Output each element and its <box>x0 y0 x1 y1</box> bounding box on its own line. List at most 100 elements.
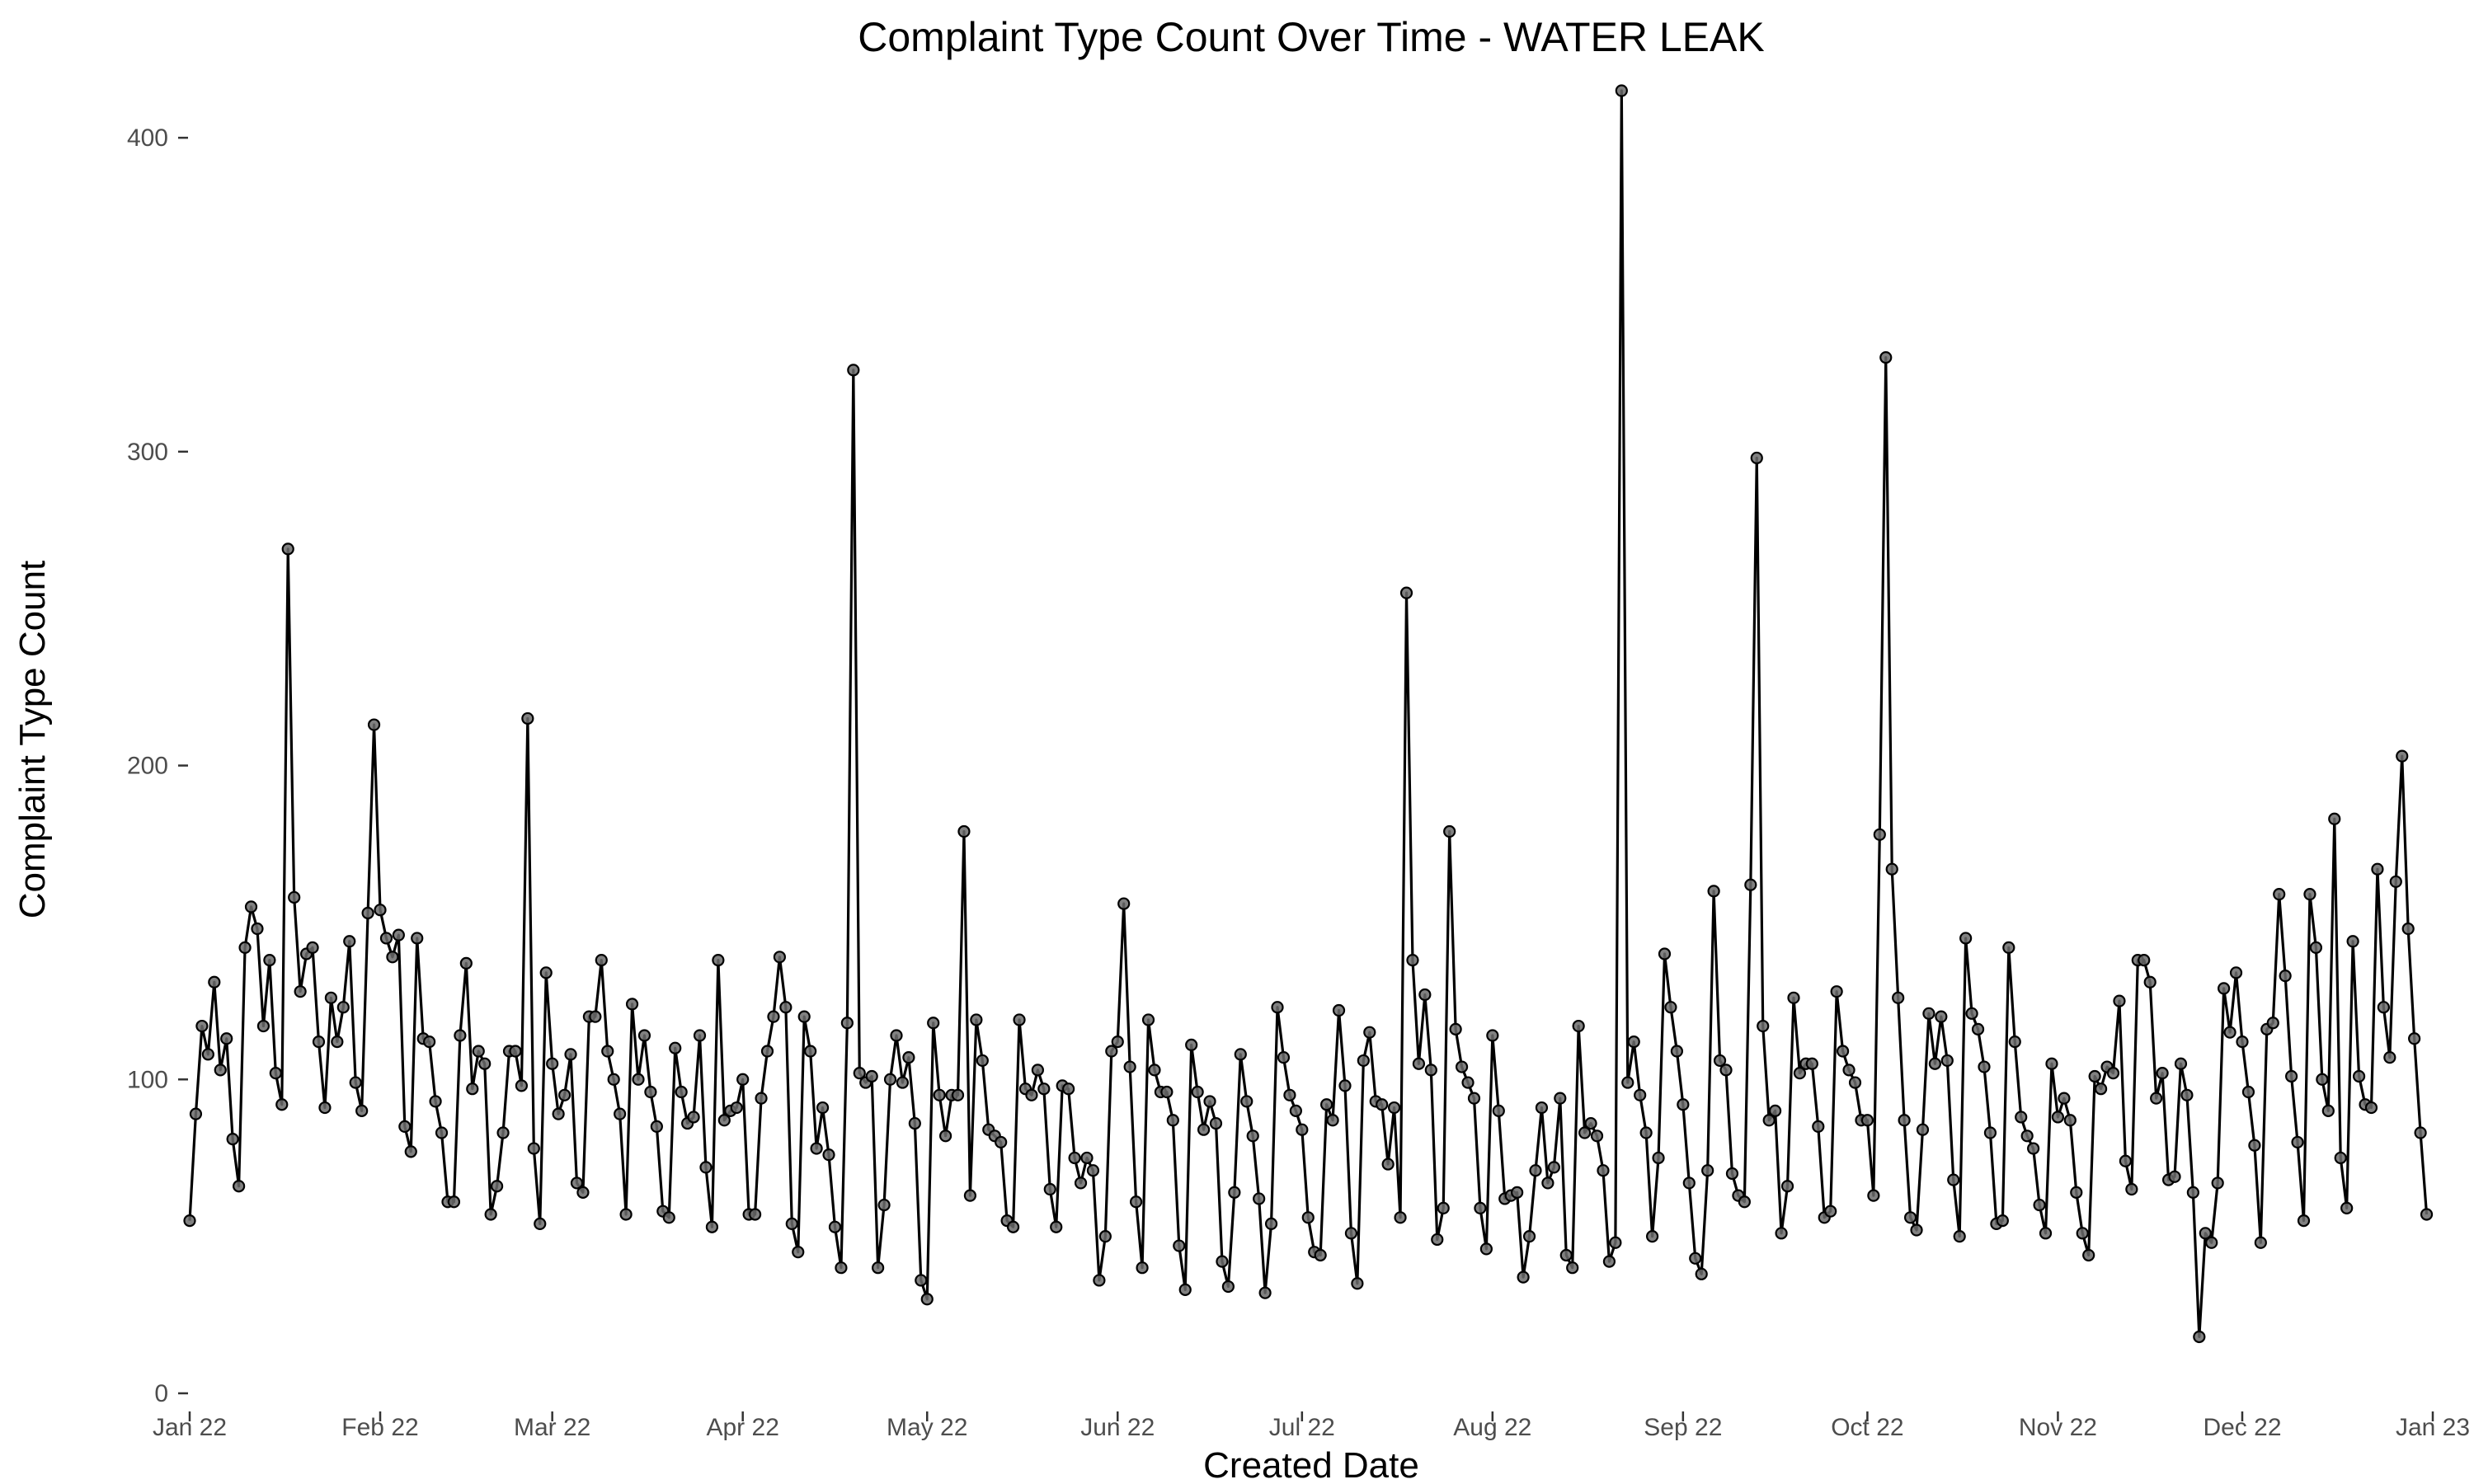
data-point <box>1486 1029 1499 1042</box>
data-point <box>1935 1010 1948 1023</box>
data-point <box>1529 1164 1542 1177</box>
data-point <box>1141 1013 1155 1026</box>
data-point <box>1517 1270 1530 1284</box>
data-point <box>195 1019 209 1033</box>
data-point <box>1455 1060 1469 1073</box>
data-point <box>810 1142 823 1155</box>
data-point <box>1123 1060 1136 1073</box>
data-point <box>1461 1076 1475 1089</box>
data-point <box>2236 1035 2249 1049</box>
data-point <box>1584 1116 1597 1130</box>
data-point <box>1086 1164 1100 1177</box>
data-point <box>1283 1088 1296 1101</box>
data-point <box>1467 1092 1481 1105</box>
data-point <box>1689 1252 1702 1265</box>
data-point <box>1424 1064 1437 1077</box>
data-point <box>201 1048 214 1061</box>
data-point <box>1738 1195 1751 1209</box>
data-point <box>1332 1003 1346 1017</box>
x-tick-label: Jan 23 <box>2396 1414 2470 1441</box>
data-point <box>1903 1211 1917 1224</box>
data-point <box>2291 1135 2304 1149</box>
data-point <box>2020 1129 2034 1143</box>
data-point <box>570 1176 584 1190</box>
data-point <box>1996 1214 2009 1228</box>
data-point <box>951 1088 965 1101</box>
data-point <box>1511 1186 1524 1199</box>
data-point <box>2408 1032 2421 1045</box>
data-point <box>374 904 387 917</box>
data-point <box>1387 1101 1401 1115</box>
data-point <box>2156 1067 2169 1080</box>
series-layer <box>183 84 2434 1344</box>
data-point <box>797 1010 811 1023</box>
data-point <box>1062 1082 1075 1096</box>
data-point <box>2223 1026 2236 1039</box>
data-point <box>902 1051 915 1064</box>
data-point <box>2273 888 2286 901</box>
data-point <box>1971 1022 1985 1036</box>
data-point <box>1757 1019 1770 1033</box>
data-point <box>963 1189 977 1202</box>
data-point <box>2297 1214 2311 1228</box>
data-point <box>1892 991 1905 1004</box>
data-point <box>717 1114 731 1127</box>
data-point <box>1111 1035 1124 1049</box>
data-point <box>1639 1126 1653 1139</box>
data-point <box>730 1101 743 1115</box>
data-point <box>2113 994 2126 1007</box>
data-point <box>288 890 301 904</box>
data-point <box>1812 1120 1825 1133</box>
data-point <box>1664 1001 1677 1014</box>
data-point <box>1412 1057 1426 1070</box>
data-point <box>1043 1182 1056 1196</box>
data-point <box>435 1126 449 1139</box>
data-point <box>1258 1286 1272 1299</box>
data-point <box>2027 1142 2040 1155</box>
data-point <box>1566 1261 1579 1275</box>
data-point <box>496 1126 510 1139</box>
data-point <box>2058 1092 2071 1105</box>
data-point <box>534 1217 547 1231</box>
data-point <box>398 1120 412 1133</box>
data-point <box>238 941 252 954</box>
data-point <box>637 1029 651 1042</box>
data-point <box>318 1101 332 1115</box>
data-point <box>1443 824 1456 838</box>
data-point <box>312 1035 326 1049</box>
data-point <box>509 1045 522 1058</box>
data-point <box>546 1057 559 1070</box>
data-point <box>1879 351 1893 364</box>
data-point <box>220 1032 233 1045</box>
data-point <box>669 1041 682 1054</box>
data-point <box>189 1107 203 1120</box>
data-point <box>454 1029 467 1042</box>
data-point <box>2340 1201 2354 1214</box>
x-tick-label: Jan 22 <box>153 1414 227 1441</box>
data-point <box>607 1073 620 1086</box>
data-point <box>324 991 337 1004</box>
data-point <box>2396 749 2409 763</box>
data-point <box>472 1045 485 1058</box>
data-point <box>1080 1151 1094 1165</box>
data-point <box>1898 1114 1911 1127</box>
data-point <box>539 966 553 979</box>
data-point <box>927 1017 940 1030</box>
data-point <box>2205 1236 2218 1249</box>
data-point <box>804 1045 817 1058</box>
data-point <box>379 932 393 945</box>
data-point <box>2371 862 2384 876</box>
data-point <box>1830 985 1843 998</box>
data-point <box>269 1067 282 1080</box>
data-point <box>1682 1176 1696 1190</box>
data-point <box>1627 1035 1640 1049</box>
data-point <box>1093 1274 1106 1287</box>
data-point <box>1578 1126 1592 1139</box>
data-point <box>748 1208 762 1221</box>
data-point <box>281 542 294 556</box>
data-point <box>2186 1186 2199 1199</box>
data-point <box>484 1208 497 1221</box>
data-point <box>1983 1126 1997 1139</box>
